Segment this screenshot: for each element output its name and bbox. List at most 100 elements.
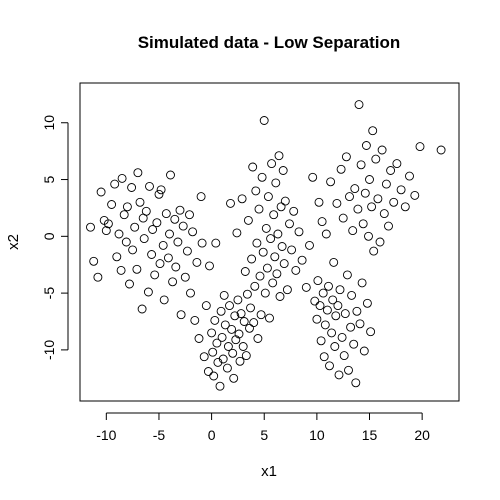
data-point — [103, 219, 113, 229]
data-point — [279, 259, 289, 269]
data-point — [121, 237, 131, 247]
data-point — [188, 227, 198, 237]
data-point — [163, 253, 173, 263]
data-point — [368, 126, 378, 136]
data-point — [175, 205, 185, 215]
data-point — [276, 202, 286, 212]
data-point — [389, 197, 399, 207]
data-point — [122, 202, 132, 212]
x-axis: -10 -5 0 5 10 15 20 — [96, 412, 430, 443]
data-point — [268, 278, 278, 288]
data-point — [203, 367, 213, 376]
chart-title: Simulated data - Low Separation — [138, 33, 401, 52]
data-point — [334, 370, 344, 380]
data-point — [86, 222, 95, 232]
data-point — [128, 245, 138, 255]
data-point — [357, 278, 367, 288]
data-point — [349, 339, 359, 349]
data-point — [371, 154, 381, 164]
data-point — [396, 185, 406, 195]
data-point — [362, 298, 372, 308]
data-point — [258, 247, 268, 257]
data-point — [218, 354, 228, 364]
data-point — [166, 170, 175, 180]
data-point — [329, 257, 339, 267]
data-point — [400, 202, 410, 212]
data-point — [266, 234, 276, 244]
data-point — [345, 192, 354, 202]
data-point — [207, 328, 217, 338]
data-point — [185, 210, 194, 220]
data-point — [231, 335, 241, 345]
data-point — [331, 311, 341, 321]
data-point — [355, 319, 365, 329]
data-point — [325, 361, 334, 371]
data-point — [342, 270, 352, 280]
x-tick-label: -10 — [96, 427, 116, 443]
data-point — [322, 305, 332, 315]
data-point — [278, 166, 288, 175]
data-point — [125, 279, 134, 289]
data-point — [237, 194, 247, 204]
data-point — [333, 301, 343, 311]
data-point — [152, 218, 162, 228]
data-point — [350, 184, 360, 194]
data-point — [243, 215, 253, 225]
data-point — [369, 246, 379, 256]
data-point — [234, 329, 244, 339]
data-point — [436, 145, 446, 155]
plot-frame — [79, 82, 460, 402]
data-point — [332, 198, 342, 208]
data-point — [194, 334, 204, 343]
data-point — [168, 277, 178, 287]
data-point — [228, 348, 238, 358]
data-point — [141, 206, 151, 216]
data-point — [199, 352, 209, 362]
data-point — [318, 288, 328, 298]
data-point — [212, 338, 222, 348]
data-point — [135, 197, 145, 207]
data-point — [375, 237, 385, 247]
data-point — [213, 357, 223, 367]
data-point — [356, 160, 366, 170]
data-point — [215, 381, 225, 391]
data-point — [341, 152, 351, 162]
data-point — [210, 315, 220, 325]
data-point — [386, 166, 396, 175]
data-point — [255, 271, 265, 281]
data-point — [127, 183, 137, 192]
data-point — [225, 301, 234, 311]
data-point — [147, 250, 157, 259]
data-point — [155, 259, 165, 269]
data-point — [233, 295, 243, 305]
data-point — [250, 281, 260, 291]
data-point — [269, 210, 279, 220]
data-point — [159, 295, 169, 305]
data-point — [96, 187, 106, 197]
data-point — [285, 219, 294, 229]
data-point — [222, 363, 232, 373]
data-point — [328, 295, 338, 305]
data-point — [415, 142, 425, 152]
data-point — [216, 306, 226, 316]
data-point — [377, 145, 387, 155]
data-point — [313, 276, 323, 286]
data-point — [366, 327, 376, 337]
data-point — [294, 227, 304, 237]
data-point — [249, 318, 259, 328]
x-tick-label: 15 — [362, 427, 378, 443]
data-point — [335, 285, 345, 295]
data-point — [190, 315, 200, 325]
x-tick-label: 0 — [208, 427, 216, 443]
data-point — [410, 190, 420, 200]
data-point — [310, 296, 320, 306]
data-point — [287, 245, 297, 255]
data-point — [330, 342, 340, 351]
data-point — [161, 209, 171, 219]
data-point — [180, 272, 190, 282]
y-tick-label: -10 — [41, 340, 57, 360]
y-axis-label: x2 — [5, 234, 22, 250]
data-point — [235, 356, 245, 366]
data-point — [275, 292, 285, 301]
data-point — [364, 231, 373, 241]
